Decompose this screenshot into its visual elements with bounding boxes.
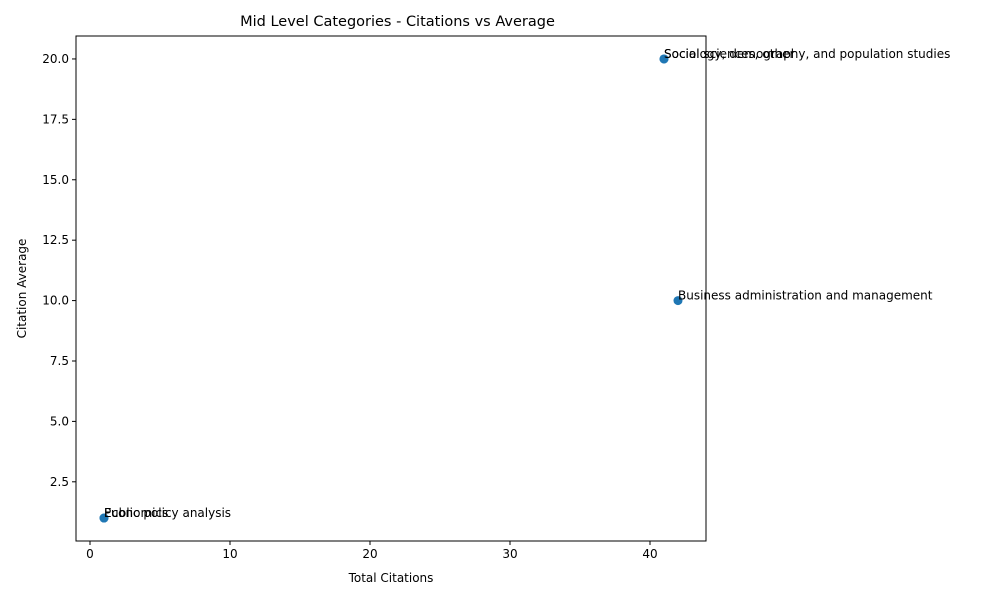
y-tick-label: 17.5: [42, 112, 69, 126]
y-tick-label: 7.5: [50, 354, 69, 368]
point-label: Social sciences, other: [664, 47, 794, 61]
plot-frame: [75, 35, 707, 542]
x-tick-label: 10: [222, 547, 237, 561]
x-tick-label: 30: [502, 547, 517, 561]
chart-title: Mid Level Categories - Citations vs Aver…: [240, 14, 555, 30]
x-tick-label: 20: [362, 547, 377, 561]
x-tick-label: 40: [642, 547, 657, 561]
y-tick-label: 15.0: [42, 173, 69, 187]
x-axis-label: Total Citations: [348, 571, 434, 585]
point-label: Public policy analysis: [104, 506, 231, 520]
y-tick-label: 10.0: [42, 294, 69, 308]
point-label: Business administration and management: [678, 289, 933, 303]
x-tick-label: 0: [86, 547, 94, 561]
point-label: Economics: [104, 506, 168, 520]
point-label: Sociology, demography, and population st…: [664, 47, 950, 61]
y-tick-label: 2.5: [50, 475, 69, 489]
y-tick-label: 12.5: [42, 233, 69, 247]
data-point: [659, 54, 669, 64]
y-tick-label: 20.0: [42, 52, 69, 66]
plot-area: 0 10 20 30 40 2.5 5.0 7.5 10.0 12.5 15.0 17.5 20.0 So…: [42, 47, 950, 561]
y-axis-label: Citation Average: [15, 239, 29, 339]
data-point: [673, 296, 683, 306]
y-tick-label: 5.0: [50, 414, 69, 428]
data-point: [99, 513, 109, 523]
